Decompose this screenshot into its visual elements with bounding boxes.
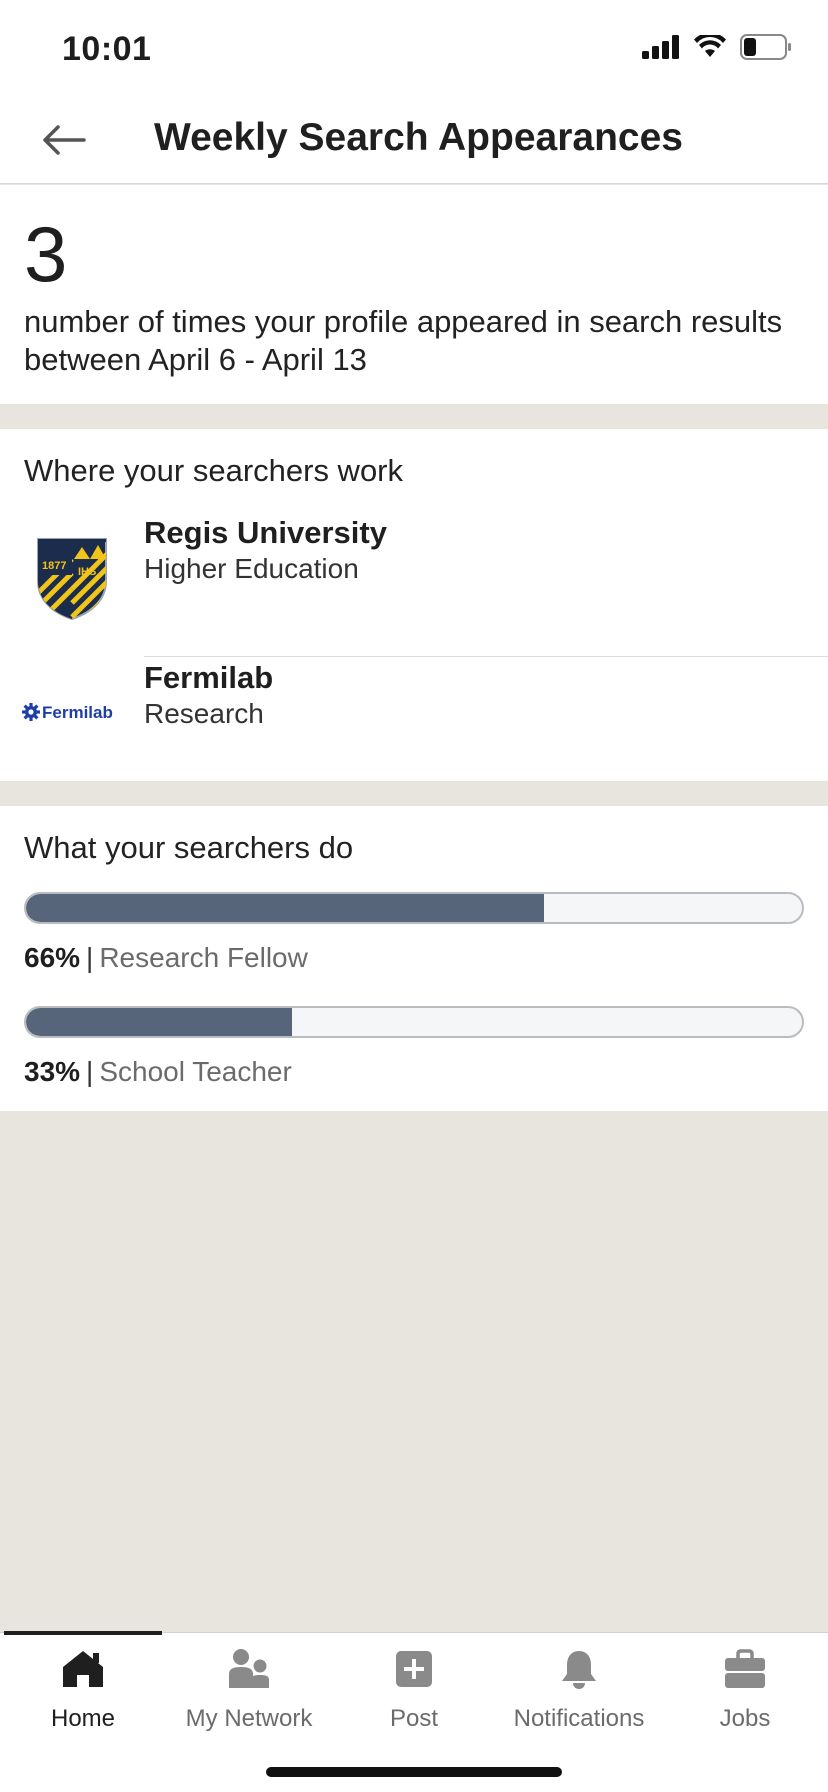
company-row-regis[interactable]: 1877 IHS Regis University Higher Educati… (0, 506, 828, 657)
nav-label: Notifications (513, 1705, 645, 1732)
status-icons (642, 34, 792, 60)
occupations-section-title: What your searchers do (24, 830, 354, 865)
signal-icon (642, 35, 679, 59)
battery-icon (740, 34, 791, 60)
fermilab-logo: Fermilab (22, 662, 132, 762)
nav-item-jobs[interactable]: Jobs (662, 1645, 828, 1745)
fermilab-logo-text: Fermilab (42, 703, 113, 722)
company-industry: Research (144, 698, 264, 729)
occupation-bar-school-teacher (24, 1006, 804, 1038)
nav-label: My Network (185, 1705, 313, 1732)
searchers-companies-card: Where your searchers work (0, 429, 828, 781)
nav-label: Jobs (719, 1705, 771, 1732)
companies-section-title: Where your searchers work (24, 453, 404, 488)
occupation-label-research-fellow: 66% | Research Fellow (24, 942, 308, 974)
plus-square-icon (390, 1645, 438, 1693)
briefcase-icon (721, 1645, 769, 1693)
searchers-occupations-card: What your searchers do 66% | Research Fell… (0, 806, 828, 1111)
company-industry: Higher Education (144, 553, 359, 584)
wifi-icon (694, 35, 726, 57)
nav-label: Home (50, 1705, 116, 1732)
occupation-label-school-teacher: 33% | School Teacher (24, 1056, 292, 1088)
regis-logo-year: 1877 (42, 560, 66, 572)
bell-icon (555, 1645, 603, 1693)
page-header: Weekly Search Appearances (0, 96, 828, 184)
occupation-percent: 33% (24, 1056, 81, 1087)
occupation-role: Research Fellow (99, 942, 308, 973)
occupation-percent: 66% (24, 942, 81, 973)
occupation-bar-research-fellow (24, 892, 804, 924)
status-bar: 10:01 (0, 0, 828, 96)
status-time: 10:01 (62, 30, 152, 68)
row-divider (144, 656, 828, 657)
home-indicator (266, 1767, 562, 1777)
occupation-bar-fill (26, 894, 544, 922)
occupation-separator: | (86, 942, 94, 973)
occupation-bar-fill (26, 1008, 293, 1036)
occupation-role: School Teacher (99, 1056, 292, 1087)
search-appearances-summary: 3 number of times your profile appeared … (0, 185, 828, 404)
nav-item-my-network[interactable]: My Network (166, 1645, 332, 1745)
nav-item-post[interactable]: Post (331, 1645, 497, 1745)
nav-label: Post (389, 1705, 439, 1732)
back-button[interactable] (36, 116, 92, 164)
appearance-count: 3 (24, 210, 68, 298)
company-name: Fermilab (144, 660, 274, 695)
nav-item-notifications[interactable]: Notifications (496, 1645, 662, 1745)
people-icon (225, 1645, 273, 1693)
nav-item-home[interactable]: Home (0, 1645, 166, 1745)
company-name: Regis University (144, 515, 387, 550)
page-title: Weekly Search Appearances (154, 116, 683, 159)
arrow-left-icon (43, 125, 86, 155)
company-row-fermilab[interactable]: Fermilab Fermilab Research (0, 652, 828, 800)
bottom-nav-bar: Home My Network Post (0, 1631, 828, 1792)
regis-shield-logo: 1877 IHS (22, 528, 122, 628)
home-icon (59, 1645, 107, 1693)
occupation-separator: | (86, 1056, 94, 1087)
appearance-description: number of times your profile appeared in… (24, 304, 783, 377)
nav-active-indicator (4, 1631, 162, 1635)
regis-logo-letters: IHS (78, 566, 96, 578)
